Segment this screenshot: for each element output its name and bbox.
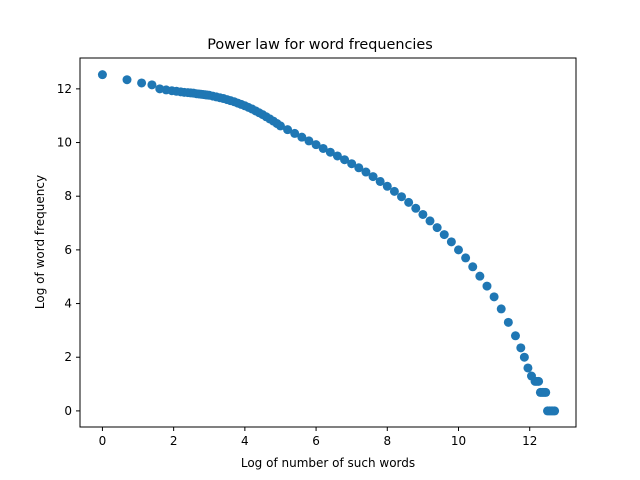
data-point — [446, 237, 456, 247]
data-point — [432, 223, 442, 233]
data-point — [468, 262, 478, 272]
x-tick-label: 8 — [383, 434, 391, 448]
y-tick-label: 2 — [64, 350, 72, 364]
data-point — [354, 163, 364, 173]
data-point — [290, 128, 300, 138]
data-point — [137, 78, 147, 88]
y-tick-label: 0 — [64, 404, 72, 418]
data-point — [516, 343, 526, 353]
data-point — [503, 317, 513, 327]
data-point — [122, 75, 132, 85]
data-point — [147, 80, 157, 90]
data-point — [534, 376, 544, 386]
data-point — [382, 181, 392, 191]
data-point — [304, 136, 314, 146]
x-tick-label: 10 — [451, 434, 466, 448]
y-tick-label: 4 — [64, 297, 72, 311]
data-point — [389, 186, 399, 196]
data-point — [523, 363, 533, 373]
data-point — [475, 271, 485, 281]
x-tick-label: 4 — [241, 434, 249, 448]
y-tick-label: 8 — [64, 189, 72, 203]
data-point — [397, 192, 407, 202]
data-point — [311, 140, 321, 150]
data-point — [541, 387, 551, 397]
data-point — [375, 176, 385, 186]
points-layer — [97, 70, 560, 416]
data-point — [411, 203, 421, 213]
x-axis-label: Log of number of such words — [241, 456, 415, 470]
data-point — [332, 151, 342, 161]
y-tick-label: 10 — [57, 136, 72, 150]
data-point — [453, 245, 463, 255]
data-point — [275, 121, 285, 131]
x-tick-label: 6 — [312, 434, 320, 448]
data-point — [283, 125, 293, 135]
plot-frame — [79, 57, 577, 428]
y-axis-label: Log of word frequency — [33, 175, 47, 309]
data-point — [425, 216, 435, 226]
data-point — [510, 331, 520, 341]
data-point — [361, 167, 371, 177]
y-tick-label: 6 — [64, 243, 72, 257]
chart-title: Power law for word frequencies — [207, 37, 433, 53]
data-point — [347, 159, 357, 169]
x-tick-label: 0 — [99, 434, 107, 448]
y-tick-label: 12 — [57, 82, 72, 96]
y-axis-ticks: 0 2 4 6 8 10 12 — [57, 82, 80, 418]
data-point — [489, 292, 499, 302]
data-point — [97, 70, 107, 80]
x-tick-label: 12 — [522, 434, 537, 448]
data-point — [404, 197, 414, 207]
data-point — [318, 143, 328, 153]
data-point — [439, 230, 449, 240]
data-point — [418, 209, 428, 219]
data-point — [461, 253, 471, 263]
data-point — [496, 304, 506, 314]
data-point — [368, 172, 378, 182]
data-point — [482, 281, 492, 291]
x-axis-ticks: 0 2 4 6 8 10 12 — [99, 427, 537, 448]
x-tick-label: 2 — [170, 434, 178, 448]
data-point — [340, 155, 350, 165]
data-point — [325, 147, 335, 157]
data-point — [297, 132, 307, 142]
data-point — [550, 406, 560, 416]
data-point — [519, 352, 529, 362]
